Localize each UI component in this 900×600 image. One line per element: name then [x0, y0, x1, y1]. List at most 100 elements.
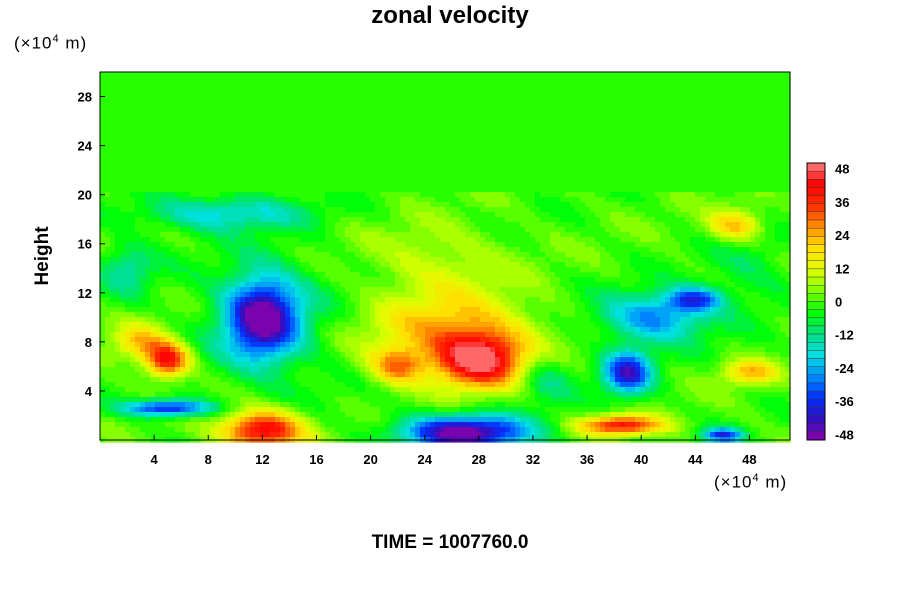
contour-cell	[115, 107, 121, 113]
contour-cell	[385, 187, 391, 193]
contour-cell	[695, 72, 701, 78]
contour-cell	[580, 202, 586, 208]
contour-cell	[100, 87, 106, 93]
contour-cell	[605, 207, 611, 213]
contour-cell	[600, 87, 606, 93]
contour-cell	[375, 137, 381, 143]
contour-cell	[785, 197, 791, 203]
contour-cell	[315, 92, 321, 98]
contour-cell	[585, 112, 591, 118]
contour-cell	[785, 227, 791, 233]
contour-cell	[265, 162, 271, 168]
contour-cell	[610, 197, 616, 203]
contour-cell	[210, 197, 216, 203]
contour-cell	[750, 227, 756, 233]
contour-cell	[585, 157, 591, 163]
contour-cell	[665, 72, 671, 78]
contour-cell	[130, 107, 136, 113]
contour-cell	[725, 157, 731, 163]
contour-cell	[610, 187, 616, 193]
contour-cell	[100, 72, 106, 78]
contour-cell	[460, 177, 466, 183]
contour-cell	[145, 237, 151, 243]
contour-cell	[745, 227, 751, 233]
contour-cell	[215, 177, 221, 183]
contour-cell	[355, 117, 361, 123]
contour-cell	[390, 167, 396, 173]
contour-cell	[500, 97, 506, 103]
contour-cell	[525, 212, 531, 218]
contour-cell	[225, 122, 231, 128]
contour-cell	[615, 137, 621, 143]
contour-cell	[730, 247, 736, 253]
contour-cell	[510, 197, 516, 203]
contour-cell	[740, 127, 746, 133]
contour-cell	[480, 247, 486, 253]
contour-cell	[100, 197, 106, 203]
contour-cell	[565, 247, 571, 253]
contour-cell	[775, 167, 781, 173]
contour-cell	[580, 247, 586, 253]
contour-cell	[775, 102, 781, 108]
contour-cell	[605, 72, 611, 78]
contour-cell	[690, 232, 696, 238]
contour-cell	[290, 97, 296, 103]
contour-cell	[105, 197, 111, 203]
contour-cell	[610, 147, 616, 153]
contour-cell	[780, 232, 786, 238]
contour-cell	[495, 142, 501, 148]
contour-cell	[740, 167, 746, 173]
contour-cell	[120, 232, 126, 238]
contour-cell	[285, 202, 291, 208]
contour-cell	[265, 222, 271, 228]
contour-cell	[445, 127, 451, 133]
contour-cell	[410, 112, 416, 118]
contour-cell	[700, 72, 706, 78]
contour-cell	[295, 157, 301, 163]
contour-cell	[310, 157, 316, 163]
contour-cell	[685, 82, 691, 88]
contour-cell	[465, 182, 471, 188]
contour-cell	[650, 97, 656, 103]
contour-cell	[330, 112, 336, 118]
contour-cell	[680, 172, 686, 178]
contour-cell	[740, 247, 746, 253]
contour-cell	[625, 207, 631, 213]
contour-cell	[660, 217, 666, 223]
contour-cell	[165, 242, 171, 248]
contour-cell	[465, 232, 471, 238]
contour-cell	[510, 97, 516, 103]
contour-cell	[575, 77, 581, 83]
contour-cell	[495, 102, 501, 108]
contour-cell	[615, 102, 621, 108]
contour-cell	[210, 187, 216, 193]
contour-cell	[345, 147, 351, 153]
contour-cell	[260, 187, 266, 193]
contour-cell	[380, 232, 386, 238]
contour-cell	[200, 222, 206, 228]
contour-cell	[655, 227, 661, 233]
contour-cell	[485, 87, 491, 93]
contour-cell	[340, 102, 346, 108]
contour-cell	[470, 242, 476, 248]
contour-cell	[735, 232, 741, 238]
contour-cell	[450, 117, 456, 123]
contour-cell	[305, 237, 311, 243]
contour-cell	[260, 162, 266, 168]
contour-cell	[130, 122, 136, 128]
contour-cell	[385, 227, 391, 233]
contour-cell	[390, 152, 396, 158]
contour-cell	[500, 102, 506, 108]
contour-cell	[470, 182, 476, 188]
contour-cell	[130, 132, 136, 138]
contour-cell	[345, 172, 351, 178]
contour-cell	[170, 167, 176, 173]
contour-cell	[500, 247, 506, 253]
contour-cell	[395, 207, 401, 213]
contour-cell	[245, 77, 251, 83]
contour-cell	[265, 202, 271, 208]
contour-cell	[320, 132, 326, 138]
contour-cell	[480, 92, 486, 98]
contour-cell	[495, 177, 501, 183]
contour-cell	[315, 212, 321, 218]
